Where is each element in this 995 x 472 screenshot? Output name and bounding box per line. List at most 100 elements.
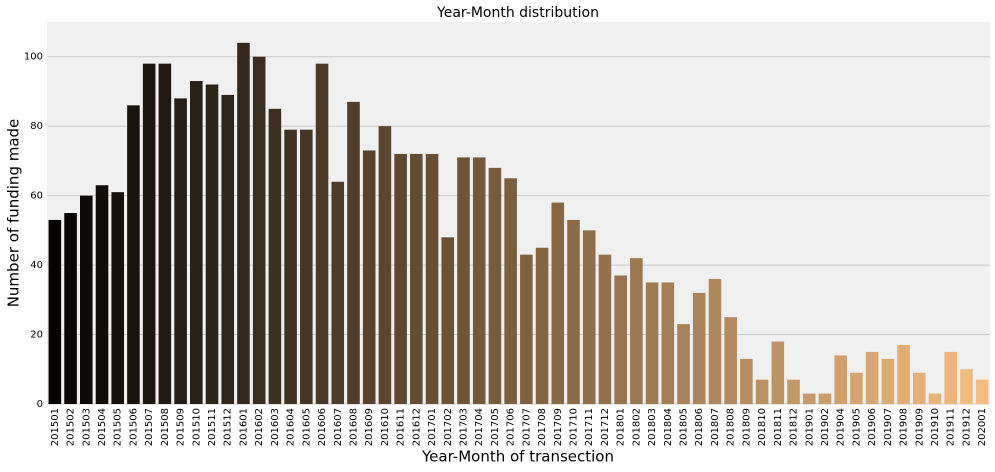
x-tick-label: 202001: [977, 408, 988, 446]
bar: [850, 372, 863, 404]
bar: [48, 219, 62, 404]
x-tick-label: 201702: [443, 408, 454, 446]
bar: [158, 63, 172, 404]
x-tick-label: 201808: [726, 408, 737, 446]
bar: [771, 341, 785, 404]
x-tick-label: 201909: [914, 408, 925, 446]
x-tick-label: 201610: [380, 408, 391, 446]
bar: [457, 157, 470, 404]
y-tick-label: 80: [30, 121, 43, 132]
x-axis-label: Year-Month of transection: [421, 448, 614, 466]
bar: [818, 393, 832, 404]
bar: [881, 358, 895, 404]
x-tick-label: 201706: [506, 408, 517, 446]
y-tick-label: 40: [30, 260, 43, 271]
x-tick-label: 201904: [836, 408, 847, 446]
x-tick-label: 201912: [961, 408, 972, 446]
bar: [740, 358, 753, 404]
y-tick-label: 60: [30, 191, 43, 202]
bar: [834, 355, 847, 404]
x-tick-label: 201704: [474, 408, 485, 446]
x-tick-label: 201801: [616, 408, 627, 446]
x-tick-label: 201806: [694, 408, 705, 446]
y-tick-label: 0: [37, 399, 43, 410]
x-tick-label: 201803: [647, 408, 658, 446]
bar: [708, 278, 722, 404]
x-tick-label: 201604: [286, 408, 297, 446]
x-tick-label: 201908: [899, 408, 910, 446]
x-tick-label: 201910: [930, 408, 941, 446]
x-tick-label: 201710: [569, 408, 580, 446]
x-tick-label: 201711: [584, 408, 595, 446]
x-tick-label: 201805: [679, 408, 690, 446]
x-tick-label: 201509: [176, 408, 187, 446]
bar: [912, 372, 926, 404]
bar: [520, 254, 533, 404]
x-tick-label: 201707: [521, 408, 532, 446]
bar: [237, 42, 250, 404]
x-tick-label: 201905: [851, 408, 862, 446]
bar: [64, 213, 77, 404]
bar: [410, 153, 423, 404]
x-tick-label: 201602: [254, 408, 265, 446]
bar: [315, 63, 329, 404]
bar: [567, 219, 580, 404]
bar: [268, 108, 282, 405]
x-tick-label: 201907: [883, 408, 894, 446]
bar: [205, 84, 219, 404]
bar: [975, 379, 989, 404]
bar: [394, 153, 407, 404]
bar: [441, 237, 455, 404]
x-tick-label: 201810: [757, 408, 768, 446]
bar: [80, 195, 93, 404]
x-tick-label: 201611: [396, 408, 407, 446]
bar: [221, 94, 235, 404]
bar: [645, 282, 659, 404]
x-tick-label: 201701: [427, 408, 438, 446]
x-tick-label: 201809: [741, 408, 752, 446]
x-tick-label: 201802: [631, 408, 642, 446]
x-tick-label: 201709: [553, 408, 564, 446]
x-tick-label: 201901: [804, 408, 815, 446]
x-tick-label: 201507: [144, 408, 155, 446]
x-tick-label: 201502: [66, 408, 77, 446]
x-tick-label: 201601: [238, 408, 249, 446]
x-tick-label: 201807: [710, 408, 721, 446]
plot-area: [47, 22, 990, 404]
bar: [928, 393, 942, 404]
x-tick-label: 201609: [364, 408, 375, 446]
x-tick-label: 201608: [348, 408, 359, 446]
x-tick-label: 201811: [773, 408, 784, 446]
bar: [724, 317, 737, 404]
bar: [944, 351, 957, 404]
bar: [472, 157, 486, 404]
chart-title: Year-Month distribution: [436, 5, 599, 21]
x-tick-label: 201911: [946, 408, 957, 446]
x-tick-label: 201512: [223, 408, 234, 446]
bar: [755, 379, 769, 404]
bar: [300, 129, 313, 404]
bar: [127, 105, 140, 404]
x-tick-label: 201605: [301, 408, 312, 446]
bar: [630, 258, 643, 404]
bar: [692, 292, 706, 404]
x-tick-label: 201812: [789, 408, 800, 446]
bar: [661, 282, 675, 404]
x-tick-label: 201703: [458, 408, 469, 446]
x-tick-label: 201504: [97, 408, 108, 446]
bar: [142, 63, 156, 404]
bar: [331, 181, 345, 404]
x-tick-label: 201804: [663, 408, 674, 446]
x-tick-label: 201511: [207, 408, 218, 446]
bar: [598, 254, 612, 404]
bar: [787, 379, 800, 404]
bar: [362, 150, 376, 404]
bar: [614, 275, 627, 404]
bar: [95, 185, 109, 404]
bar: [535, 247, 549, 404]
y-axis-label: Number of funding made: [5, 119, 23, 308]
x-tick-label: 201708: [537, 408, 548, 446]
x-tick-label: 201712: [600, 408, 611, 446]
bar: [551, 202, 565, 404]
